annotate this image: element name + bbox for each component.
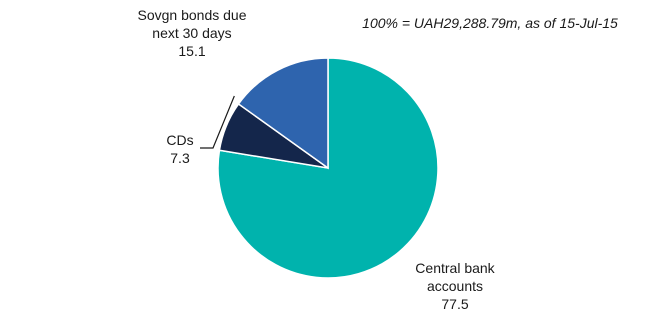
- leader-lines: [200, 95, 235, 149]
- leader-line-cds: [200, 95, 235, 149]
- slice-labels: Central bank accounts 77.5 CDs 7.3 Sovgn bond…: [138, 7, 496, 312]
- pie-slice-sovgn-bonds: [237, 57, 329, 170]
- pie-slices: [217, 57, 439, 279]
- chart-note: 100% = UAH29,288.79m, as of 15-Jul-15: [362, 15, 618, 31]
- slice-label-cds: CDs 7.3: [166, 132, 193, 166]
- slice-label-sovgn-bonds: Sovgn bonds due next 30 days 15.1: [138, 7, 247, 59]
- slice-label-central-bank: Central bank accounts 77.5: [415, 260, 495, 312]
